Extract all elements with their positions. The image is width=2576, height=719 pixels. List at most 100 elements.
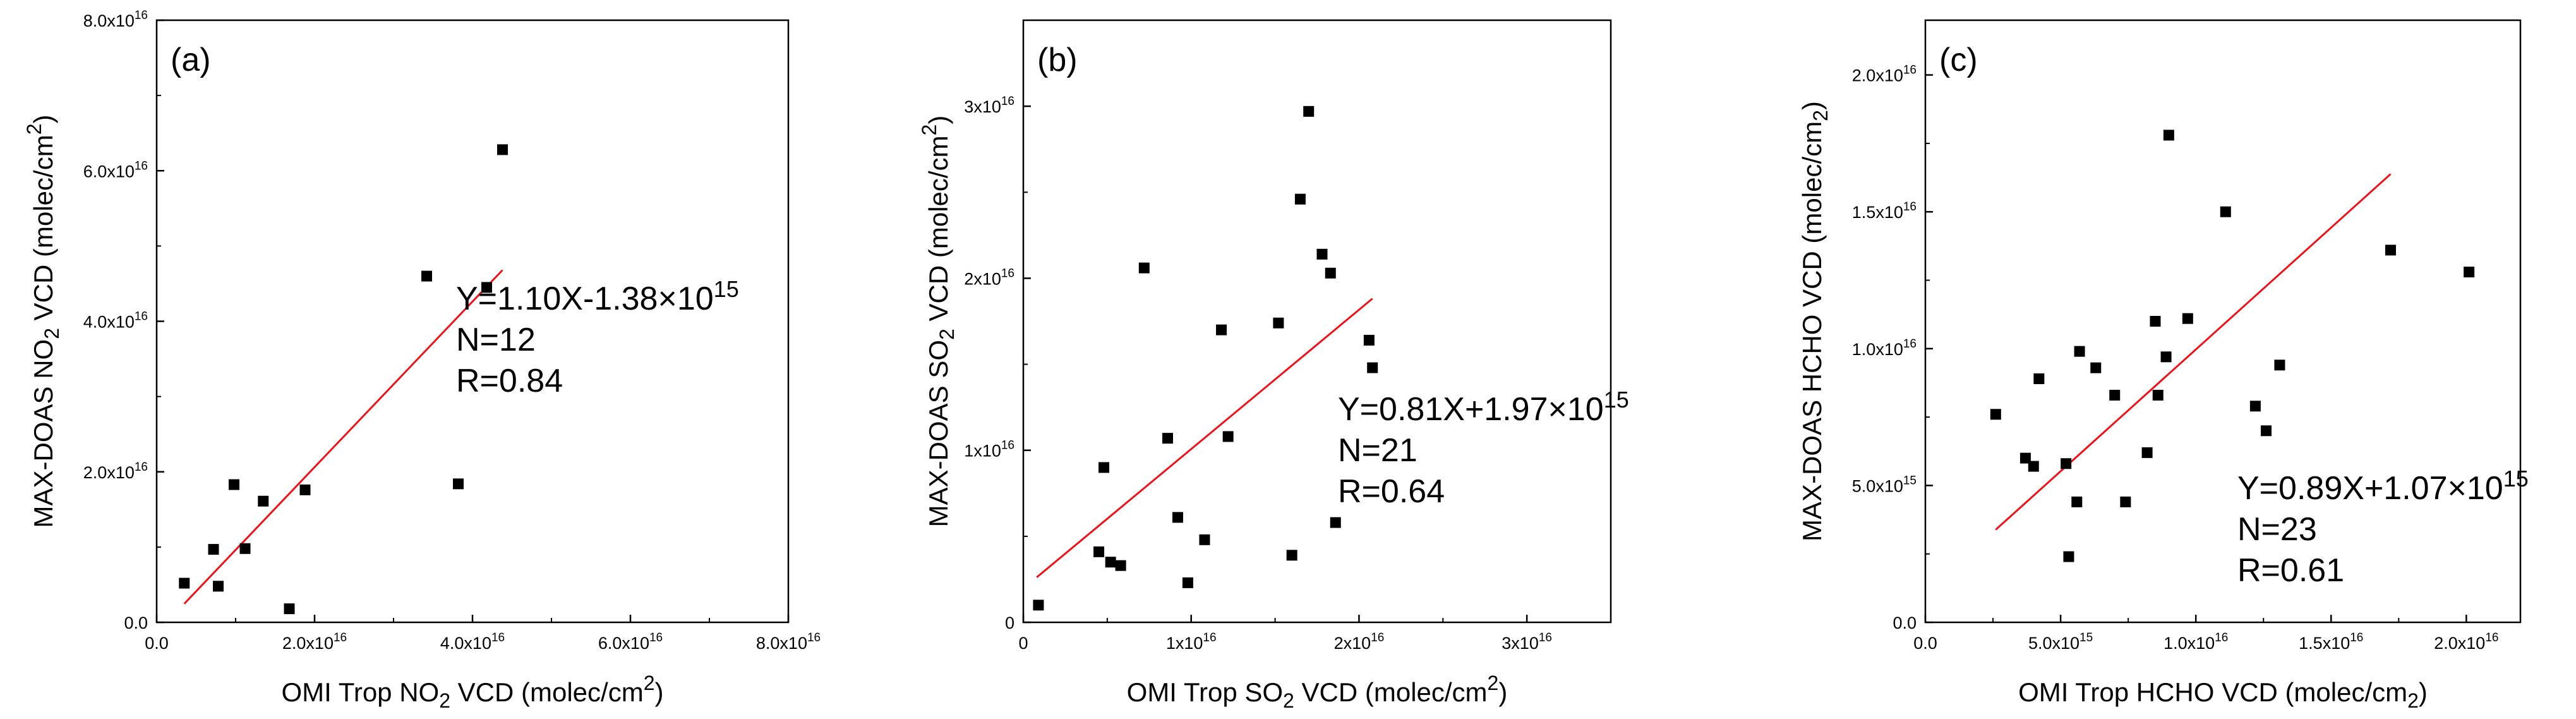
x-tick-label: 8.0x1016 <box>756 631 821 653</box>
x-axis-label: OMI Trop HCHO VCD (molec/cm2) <box>2018 677 2428 712</box>
y-tick-label: 1x1016 <box>964 439 1014 461</box>
chart-panel-3: 0.0 5.0x1015 1.0x1016 1.5x1016 2.0x1016 0.0 5.… <box>1797 19 2529 712</box>
y-tick-label: 2x1016 <box>964 267 1014 288</box>
x-tick-label: 4.0x1016 <box>440 631 505 653</box>
data-point <box>1325 267 1336 279</box>
x-tick-label: 0.0 <box>145 634 169 653</box>
data-point <box>1316 248 1328 260</box>
y-tick-label: 0.0 <box>124 613 148 632</box>
data-point <box>2141 447 2153 458</box>
chart-panel-2: 0 1x1016 2x1016 3x1016 0 1x1016 2x1016 3x1016 OM… <box>918 19 1629 712</box>
data-point <box>229 479 239 490</box>
correlation-coefficient: R=0.84 <box>456 363 563 399</box>
y-tick-label: 0.0 <box>1893 613 1917 632</box>
regression-equation: Y=0.89X+1.07×1015 <box>2237 466 2529 507</box>
x-tick-label: 5.0x1015 <box>2028 631 2093 653</box>
data-point <box>299 484 311 495</box>
y-tick-label: 5.0x1015 <box>1852 474 1917 495</box>
data-point <box>1363 334 1375 346</box>
x-tick-label: 0.0 <box>1913 634 1937 653</box>
data-point <box>2163 130 2174 141</box>
sample-count: N=12 <box>456 322 536 358</box>
y-axis-label: MAX-DOAS HCHO VCD (molec/cm2) <box>1797 101 1832 541</box>
data-point <box>1182 577 1193 588</box>
y-tick-label: 2.0x1016 <box>83 461 148 482</box>
y-tick-label: 6.0x1016 <box>83 159 148 181</box>
correlation-coefficient: R=0.61 <box>2237 552 2344 589</box>
x-tick-label: 0 <box>1018 634 1028 653</box>
x-tick-label: 1.0x1016 <box>2164 631 2228 653</box>
sample-count: N=21 <box>1338 432 1417 469</box>
data-point <box>2160 351 2172 363</box>
regression-line <box>1995 173 2392 531</box>
data-point <box>2063 551 2074 562</box>
data-point <box>2033 373 2045 384</box>
x-tick-label: 2.0x1016 <box>2434 631 2498 653</box>
y-tick-label: 3x1016 <box>964 95 1014 116</box>
regression-equation: Y=0.81X+1.97×1015 <box>1338 387 1629 428</box>
data-point <box>453 478 464 490</box>
chart-panel-1: 0.0 2.0x1016 4.0x1016 6.0x1016 8.0x1016 0.0 2.… <box>23 9 821 712</box>
data-point <box>1367 362 1378 373</box>
data-point <box>481 282 492 293</box>
data-point <box>1303 106 1315 117</box>
data-point <box>1093 546 1105 557</box>
data-point <box>2071 496 2083 507</box>
data-point <box>239 543 251 554</box>
data-point <box>497 144 508 155</box>
x-tick-label: 2.0x1016 <box>282 631 347 653</box>
y-tick-label: 2.0x1016 <box>1852 64 1917 85</box>
data-point <box>2220 206 2231 217</box>
data-point <box>2152 389 2164 401</box>
data-point <box>1286 550 1297 561</box>
data-point <box>208 543 219 555</box>
data-point <box>2385 245 2396 256</box>
plot-frame <box>1924 19 2522 624</box>
data-point <box>1222 431 1234 442</box>
data-point <box>421 270 432 282</box>
data-point <box>2274 360 2285 371</box>
x-tick-label: 6.0x1016 <box>598 631 663 653</box>
data-point <box>2249 401 2261 412</box>
data-point <box>2261 425 2272 437</box>
panel-label: (a) <box>171 42 211 78</box>
data-point <box>1199 534 1210 545</box>
plot-frame <box>1022 19 1612 624</box>
data-point <box>1098 462 1110 473</box>
data-point <box>179 577 190 589</box>
regression-equation: Y=1.10X-1.38×1015 <box>456 276 739 317</box>
y-tick-label: 0 <box>1005 613 1014 632</box>
panel-label: (c) <box>1939 42 1978 78</box>
data-point <box>2464 267 2475 278</box>
data-point <box>1330 517 1341 528</box>
data-point <box>1115 560 1126 571</box>
regression-line <box>1036 298 1373 578</box>
y-tick-label: 1.0x1016 <box>1852 337 1917 359</box>
x-tick-label: 3x1016 <box>1502 631 1552 653</box>
y-tick-label: 4.0x1016 <box>83 310 148 332</box>
data-point <box>213 581 224 592</box>
data-point <box>1216 324 1227 335</box>
data-point <box>2109 389 2121 401</box>
y-tick-label: 8.0x1016 <box>83 9 148 30</box>
data-point <box>1273 317 1284 329</box>
data-point <box>1033 600 1044 611</box>
data-point <box>2019 452 2031 464</box>
x-axis-label: OMI Trop SO2 VCD (molec/cm2) <box>1127 672 1508 712</box>
data-point <box>1138 262 1150 274</box>
data-point <box>2074 346 2085 357</box>
x-axis-label: OMI Trop NO2 VCD (molec/cm2) <box>282 672 664 712</box>
data-point <box>1172 512 1183 523</box>
correlation-coefficient: R=0.64 <box>1338 473 1445 510</box>
panel-label: (b) <box>1037 42 1078 78</box>
data-point <box>258 495 269 507</box>
x-tick-label: 2x1016 <box>1334 631 1385 653</box>
x-tick-label: 1x1016 <box>1166 631 1217 653</box>
sample-count: N=23 <box>2237 511 2317 548</box>
data-point <box>284 603 295 615</box>
data-point <box>1105 557 1116 568</box>
data-point <box>2182 313 2193 324</box>
data-point <box>1294 193 1306 205</box>
y-tick-label: 1.5x1016 <box>1852 200 1917 222</box>
